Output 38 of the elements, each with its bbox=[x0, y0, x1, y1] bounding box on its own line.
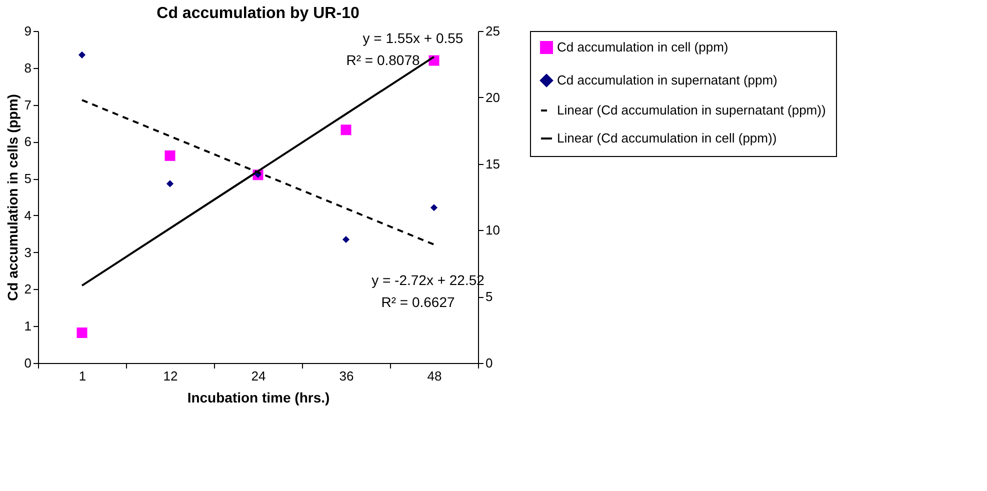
annotation: R² = 0.8078 bbox=[346, 52, 420, 68]
y-tick-label: 4 bbox=[24, 208, 32, 223]
y-tick-label: 5 bbox=[24, 171, 32, 186]
point bbox=[76, 328, 88, 338]
point bbox=[164, 150, 176, 161]
x-tick-label: 48 bbox=[427, 368, 442, 384]
chart-title: Cd accumulation by UR-10 bbox=[156, 5, 360, 22]
y2-tick-label: 20 bbox=[486, 90, 500, 105]
x-tick-label: 12 bbox=[163, 368, 178, 384]
annotation: y = 1.55x + 0.55 bbox=[362, 30, 464, 46]
y-tick-label: 3 bbox=[24, 244, 32, 260]
y-axis-title: Cd accumulation in cells (ppm) bbox=[4, 94, 20, 301]
y2-tick-label: 10 bbox=[486, 222, 500, 238]
y-tick-label: 0 bbox=[24, 356, 32, 370]
y-tick-label: 2 bbox=[24, 282, 32, 297]
x-tick-label: 1 bbox=[78, 368, 86, 384]
point bbox=[342, 236, 350, 244]
legend-label: Cd accumulation in cell (ppm) bbox=[557, 40, 728, 54]
y-tick-label: 1 bbox=[24, 318, 32, 334]
x-tick-label: 36 bbox=[339, 368, 354, 384]
y2-tick-label: 15 bbox=[486, 156, 500, 172]
y-tick-label: 6 bbox=[24, 134, 32, 150]
point bbox=[430, 204, 438, 212]
y2-tick-label: 5 bbox=[486, 289, 493, 304]
point bbox=[340, 124, 352, 136]
point bbox=[166, 180, 174, 188]
point bbox=[78, 51, 86, 58]
y-tick-label: 7 bbox=[24, 97, 32, 112]
y2-tick-label: 25 bbox=[486, 24, 500, 38]
legend-label: Cd accumulation in supernatant (ppm) bbox=[557, 72, 778, 88]
annotation: R² = 0.6627 bbox=[381, 294, 455, 310]
legend-label: Linear (Cd accumulation in cell (ppm)) bbox=[557, 130, 777, 146]
x-axis-title: Incubation time (hrs.) bbox=[187, 390, 330, 406]
y-tick-label: 9 bbox=[24, 24, 32, 38]
y-tick-label: 8 bbox=[24, 60, 32, 76]
x-tick-label: 24 bbox=[251, 368, 266, 384]
legend-label: Linear (Cd accumulation in supernatant (ppm)) bbox=[557, 102, 826, 118]
y2-tick-label: 0 bbox=[486, 356, 493, 370]
